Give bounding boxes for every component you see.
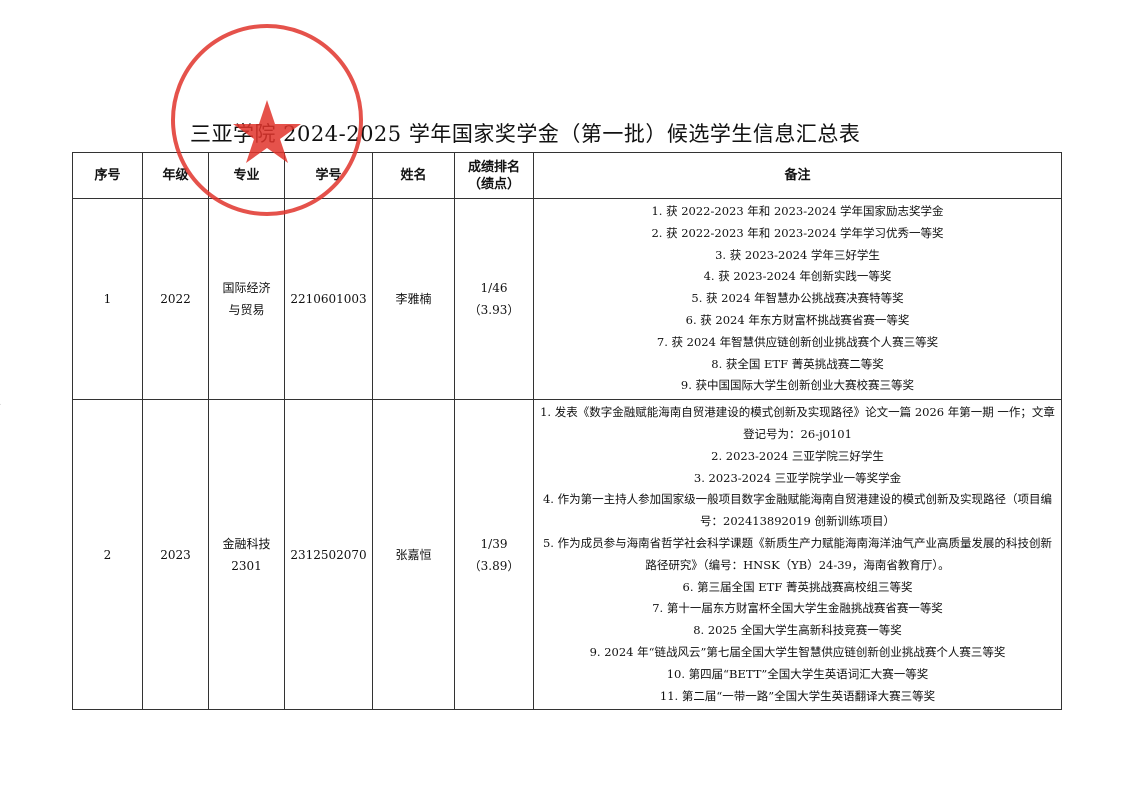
remark-item: 2. 获 2022-2023 年和 2023-2024 学年学习优秀一等奖: [651, 225, 944, 240]
remark-item: 7. 获 2024 年智慧供应链创新创业挑战赛个人赛三等奖: [656, 334, 939, 349]
remarks: 1. 发表《数字金融赋能海南自贸港建设的模式创新及实现路径》论文一篇 2026 …: [533, 399, 1062, 711]
header-rank: 成绩排名 （绩点）: [454, 152, 534, 199]
remark-item: 3. 获 2023-2024 学年三好学生: [715, 247, 880, 262]
remark-item: 3. 2023-2024 三亚学院学业一等奖学金: [693, 470, 902, 485]
margin-mark: ·: [0, 400, 1, 411]
remark-item: 1. 获 2022-2023 年和 2023-2024 学年国家励志奖学金: [651, 204, 944, 218]
header-row: 序号 年级 专业 学号 姓名 成绩排名 （绩点） 备注: [72, 152, 1062, 199]
remark-item: 6. 获 2024 年东方财富杯挑战赛省赛一等奖: [685, 312, 910, 327]
remark-item: 2. 2023-2024 三亚学院三好学生: [711, 448, 884, 463]
remark-item: 7. 第十一届东方财富杯全国大学生金融挑战赛省赛一等奖: [652, 601, 943, 616]
candidate-table: 序号 年级 专业 学号 姓名 成绩排名 （绩点） 备注 1 2022 国际经济 与贸…: [72, 152, 1062, 711]
student-name: 张嘉恒: [372, 399, 455, 711]
remark-item: 1. 发表《数字金融赋能海南自贸港建设的模式创新及实现路径》论文一篇 2026 …: [540, 405, 1055, 441]
header-grade: 年级: [142, 152, 209, 199]
header-remarks: 备注: [533, 152, 1062, 199]
remark-item: 9. 获中国国际大学生创新创业大赛校赛三等奖: [680, 378, 915, 393]
header-major: 专业: [208, 152, 285, 199]
remark-item: 8. 2025 全国大学生高新科技竞赛一等奖: [693, 623, 902, 638]
row-no: 1: [72, 197, 143, 401]
remark-item: 5. 作为成员参与海南省哲学社会科学课题《新质生产力赋能海南海洋油气产业高质量发…: [542, 535, 1053, 572]
remark-item: 10. 第四届“BETT”全国大学生英语词汇大赛一等奖: [666, 666, 929, 681]
rank-gpa: 1/39 （3.89）: [454, 399, 534, 711]
student-id: 2210601003: [284, 197, 373, 401]
grade: 2022: [142, 197, 209, 401]
table-row: 2 2023 金融科技 2301 2312502070 张嘉恒 1/39 （3.89） 1.…: [72, 399, 1062, 711]
remarks: 1. 获 2022-2023 年和 2023-2024 学年国家励志奖学金 2. …: [533, 197, 1062, 401]
header-student-id: 学号: [284, 152, 373, 199]
remark-item: 6. 第三届全国 ETF 菁英挑战赛高校组三等奖: [682, 579, 913, 594]
grade: 2023: [142, 399, 209, 711]
student-name: 李雅楠: [372, 197, 455, 401]
major: 国际经济 与贸易: [208, 197, 285, 401]
document-title: 三亚学院 2024-2025 学年国家奖学金（第一批）候选学生信息汇总表: [190, 122, 861, 146]
remark-item: 8. 获全国 ETF 菁英挑战赛二等奖: [711, 356, 884, 371]
remark-item: 4. 获 2023-2024 年创新实践一等奖: [703, 269, 892, 284]
row-no: 2: [72, 399, 143, 711]
header-no: 序号: [72, 152, 143, 199]
remark-item: 11. 第二届“一带一路”全国大学生英语翻译大赛三等奖: [659, 688, 936, 703]
major: 金融科技 2301: [208, 399, 285, 711]
table-row: 1 2022 国际经济 与贸易 2210601003 李雅楠 1/46 （3.93） 1. …: [72, 197, 1062, 401]
rank-gpa: 1/46 （3.93）: [454, 197, 534, 401]
remark-item: 4. 作为第一主持人参加国家级一般项目数字金融赋能海南自贸港建设的模式创新及实现…: [542, 492, 1053, 529]
remark-item: 5. 获 2024 年智慧办公挑战赛决赛特等奖: [691, 291, 904, 306]
remark-item: 9. 2024 年“链战风云”第七届全国大学生智慧供应链创新创业挑战赛个人赛三等…: [589, 644, 1006, 659]
header-name: 姓名: [372, 152, 455, 199]
student-id: 2312502070: [284, 399, 373, 711]
